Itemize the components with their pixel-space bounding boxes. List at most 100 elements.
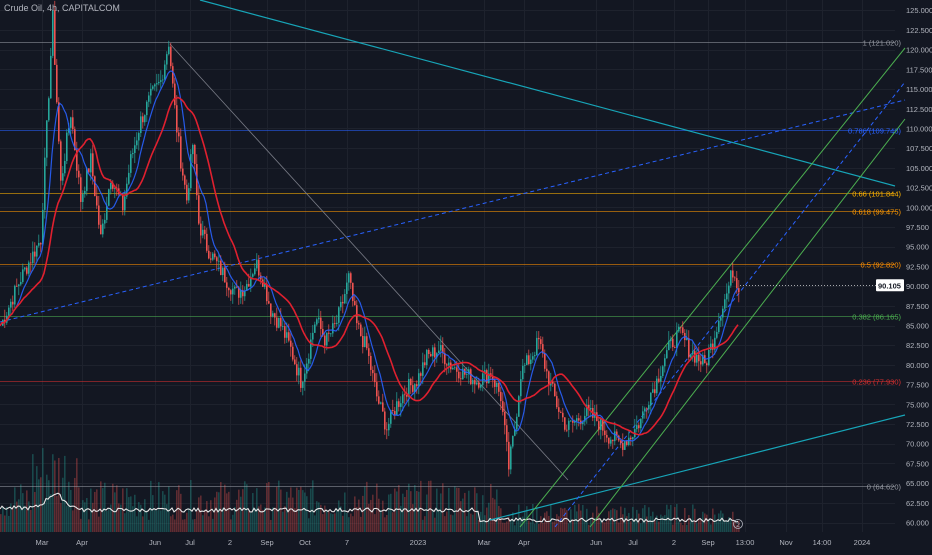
- candle-body: [534, 355, 536, 357]
- candle-body: [180, 136, 182, 169]
- candle-body: [226, 282, 228, 288]
- volume-bar: [700, 519, 702, 532]
- volume-bar: [180, 493, 182, 532]
- candle-body: [10, 301, 12, 308]
- volume-bar: [74, 477, 76, 532]
- candle-body: [306, 363, 308, 374]
- candle-body: [378, 396, 380, 404]
- candle-body: [46, 120, 48, 158]
- volume-bar: [214, 497, 216, 532]
- candle-body: [244, 290, 246, 297]
- volume-bar: [104, 482, 106, 532]
- volume-bar: [128, 497, 130, 532]
- x-tick-label: Apr: [518, 538, 530, 547]
- volume-bar: [682, 525, 684, 532]
- candle-body: [646, 408, 648, 410]
- candle-body: [224, 267, 226, 283]
- volume-bar: [368, 503, 370, 532]
- candle-body: [216, 257, 218, 262]
- y-tick-label: 70.000: [906, 440, 929, 449]
- candle-body: [420, 373, 422, 376]
- volume-bar: [76, 458, 78, 532]
- volume-bar: [294, 508, 296, 532]
- volume-bar: [606, 518, 608, 532]
- volume-bar: [316, 501, 318, 532]
- volume-bar: [146, 510, 148, 532]
- fib-level-label: 0 (64.620): [867, 483, 902, 492]
- volume-bar: [240, 496, 242, 532]
- candle-body: [76, 150, 78, 171]
- volume-bar: [696, 523, 698, 532]
- candle-body: [280, 317, 282, 327]
- candle-body: [188, 188, 190, 201]
- volume-bar: [318, 502, 320, 532]
- volume-bar: [250, 512, 252, 532]
- volume-bar: [648, 507, 650, 532]
- volume-bar: [270, 519, 272, 532]
- candle-body: [252, 274, 254, 277]
- candle-body: [584, 415, 586, 422]
- candle-body: [150, 88, 152, 96]
- candle-body: [502, 401, 504, 412]
- candle-body: [608, 437, 610, 444]
- volume-bar: [416, 490, 418, 532]
- candle-body: [440, 344, 442, 351]
- candle-body: [466, 374, 468, 375]
- volume-bar: [208, 516, 210, 532]
- y-tick-label: 120.000: [906, 46, 932, 55]
- candle-body: [364, 336, 366, 348]
- volume-bar: [106, 510, 108, 532]
- candle-body: [326, 332, 328, 346]
- candle-body: [340, 301, 342, 308]
- fibonacci-levels: 1 (121.020) 0.786 (109.748) 0.66 (101.844)…: [0, 39, 901, 492]
- candle-body: [386, 429, 388, 431]
- volume-bar: [722, 513, 724, 532]
- volume-bar: [374, 514, 376, 532]
- candle-body: [212, 253, 214, 260]
- candle-body: [516, 416, 518, 430]
- candle-body: [194, 144, 196, 165]
- volume-bar: [494, 499, 496, 532]
- volume-bar: [634, 518, 636, 532]
- volume-bar: [24, 505, 26, 532]
- candle-body: [620, 440, 622, 444]
- volume-bar: [710, 524, 712, 532]
- volume-bar: [502, 522, 504, 532]
- volume-bar: [574, 504, 576, 532]
- candle-body: [438, 350, 440, 354]
- volume-bar: [548, 515, 550, 532]
- volume-bar: [310, 488, 312, 532]
- candle-body: [112, 182, 114, 189]
- candle-body: [214, 253, 216, 258]
- volume-bar: [244, 481, 246, 532]
- volume-bar: [666, 504, 668, 532]
- candle-body: [84, 190, 86, 195]
- candle-body: [702, 355, 704, 365]
- volume-bar: [196, 510, 198, 532]
- candle-body: [20, 281, 22, 285]
- candle-body: [694, 351, 696, 363]
- volume-bar: [166, 504, 168, 532]
- candle-body: [562, 412, 564, 418]
- volume-bar: [172, 514, 174, 532]
- volume-bar: [686, 524, 688, 532]
- candle-body: [514, 429, 516, 436]
- volume-bar: [202, 515, 204, 532]
- volume-bar: [160, 510, 162, 532]
- volume-bar: [456, 487, 458, 532]
- volume-bar: [132, 506, 134, 532]
- candle-body: [162, 79, 164, 81]
- candle-body: [54, 10, 56, 65]
- volume-bar: [280, 489, 282, 532]
- candle-body: [170, 46, 172, 67]
- candle-body: [710, 343, 712, 350]
- candle-body: [302, 381, 304, 388]
- volume-bar: [262, 510, 264, 532]
- candle-body: [390, 410, 392, 424]
- candle-body: [344, 294, 346, 304]
- volume-bar: [454, 486, 456, 532]
- volume-bar: [626, 516, 628, 532]
- y-tick-label: 80.000: [906, 361, 929, 370]
